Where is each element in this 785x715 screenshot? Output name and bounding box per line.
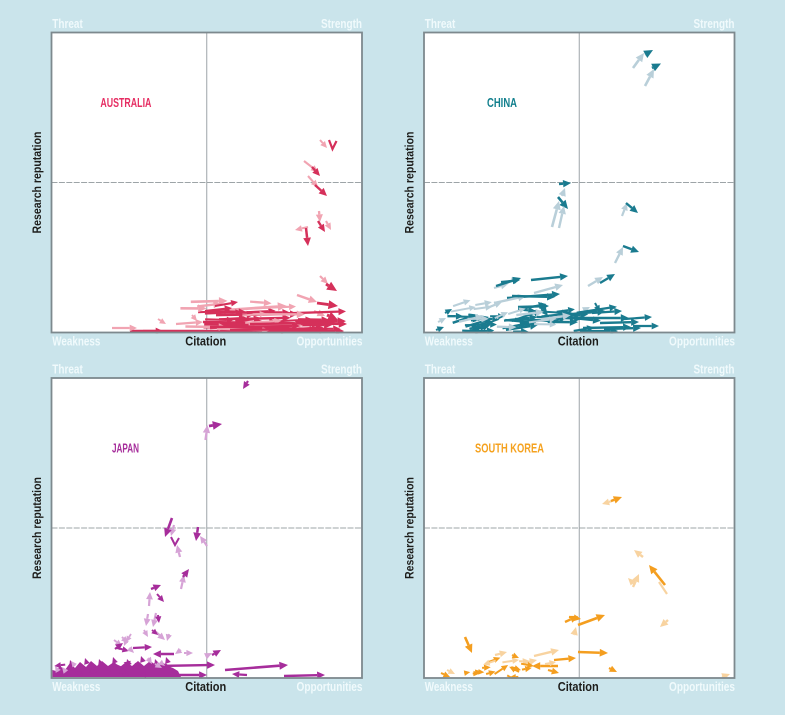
svg-text:Threat: Threat bbox=[52, 361, 83, 376]
svg-text:Research reputation: Research reputation bbox=[32, 477, 44, 579]
svg-text:Citation: Citation bbox=[185, 679, 226, 694]
svg-text:Research reputation: Research reputation bbox=[32, 132, 44, 234]
svg-text:Weakness: Weakness bbox=[425, 679, 473, 694]
svg-text:Strength: Strength bbox=[321, 361, 362, 376]
svg-text:Opportunities: Opportunities bbox=[297, 334, 363, 349]
svg-text:Opportunities: Opportunities bbox=[669, 679, 735, 694]
svg-text:JAPAN: JAPAN bbox=[112, 441, 139, 456]
svg-text:Threat: Threat bbox=[52, 16, 83, 31]
svg-text:Threat: Threat bbox=[425, 16, 456, 31]
svg-text:Citation: Citation bbox=[558, 679, 599, 694]
svg-text:Research reputation: Research reputation bbox=[405, 132, 417, 234]
svg-text:CHINA: CHINA bbox=[487, 95, 517, 110]
svg-text:Weakness: Weakness bbox=[425, 334, 473, 349]
svg-text:Weakness: Weakness bbox=[52, 679, 100, 694]
svg-text:Weakness: Weakness bbox=[52, 334, 100, 349]
svg-text:Citation: Citation bbox=[185, 334, 226, 349]
svg-text:Threat: Threat bbox=[425, 361, 456, 376]
svg-text:Citation: Citation bbox=[558, 334, 599, 349]
svg-text:AUSTRALIA: AUSTRALIA bbox=[100, 95, 151, 110]
svg-text:Opportunities: Opportunities bbox=[297, 679, 363, 694]
svg-text:Strength: Strength bbox=[321, 16, 362, 31]
svg-text:Strength: Strength bbox=[694, 16, 735, 31]
svg-text:Strength: Strength bbox=[694, 361, 735, 376]
svg-text:Opportunities: Opportunities bbox=[669, 334, 735, 349]
svg-text:Research reputation: Research reputation bbox=[405, 477, 417, 579]
svg-text:SOUTH KOREA: SOUTH KOREA bbox=[475, 441, 544, 456]
